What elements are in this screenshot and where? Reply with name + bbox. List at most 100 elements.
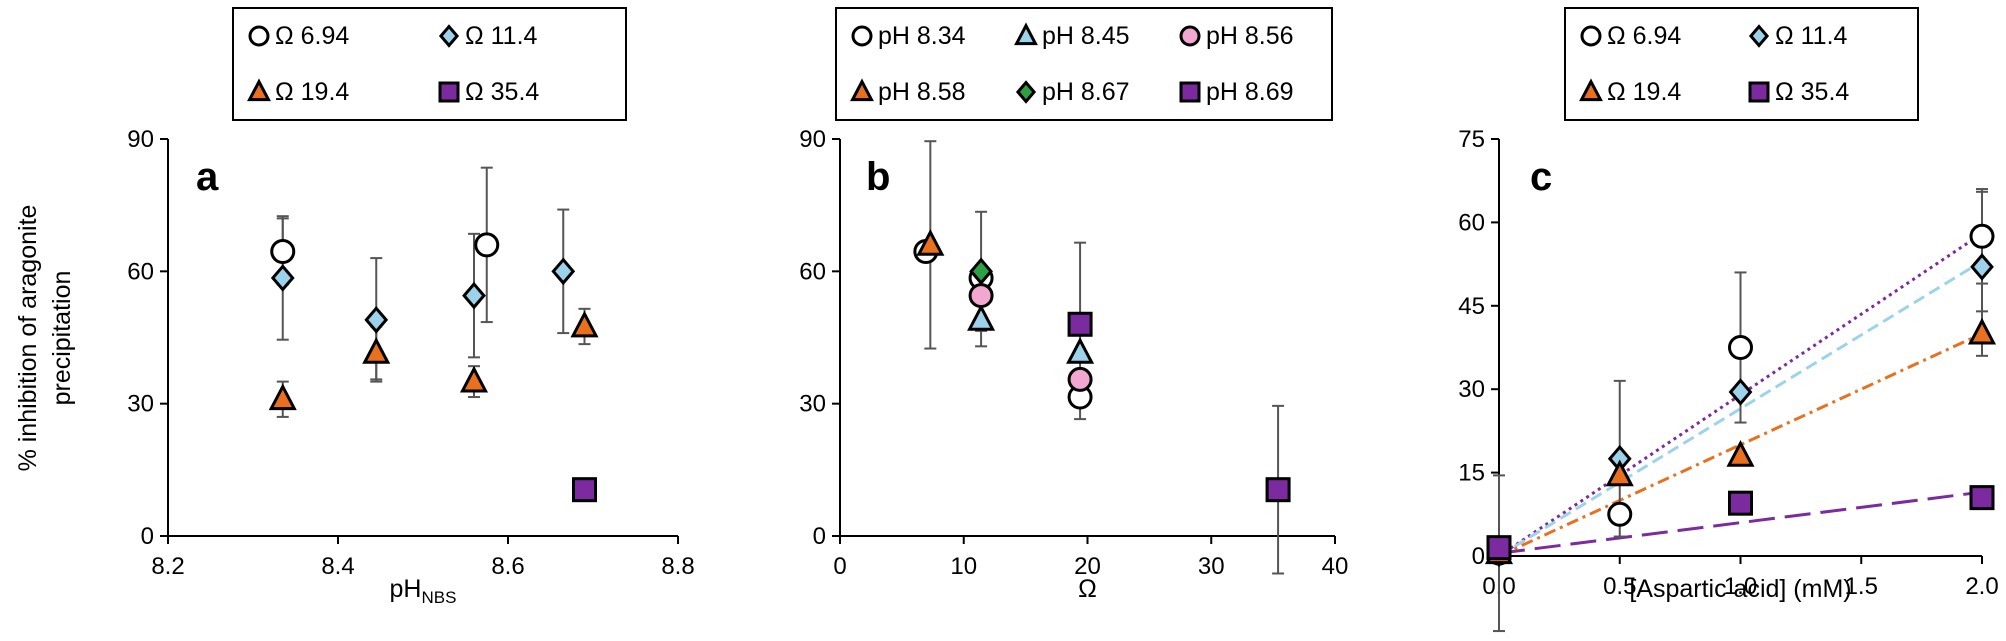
legend-box — [1564, 7, 1919, 121]
legend-marker — [438, 81, 460, 103]
y-tick-label: 90 — [127, 126, 154, 153]
x-tick-label: 40 — [1322, 553, 1349, 580]
chart-panel-a: 0 30 60 90 8.2 8.4 8.6 8.8 pHNBS % inhibition of … — [14, 7, 695, 607]
data-point — [474, 232, 500, 258]
y-axis-label-line2: precipitation — [48, 271, 76, 406]
data-point — [1967, 317, 1997, 345]
data-point — [1265, 477, 1291, 503]
legend-marker — [850, 78, 874, 102]
trend-line — [1498, 332, 1983, 558]
x-axis-label: [Aspartic acid] (mM) — [1629, 575, 1851, 603]
data-point — [1728, 490, 1753, 516]
data-point — [1970, 253, 1994, 281]
panel-letter: b — [866, 155, 890, 199]
y-axis-label-line1: % inhibition of aragonite — [14, 205, 42, 472]
x-tick-label: 8.4 — [321, 553, 354, 580]
legend: pH 8.34 pH 8.45 pH 8.56 pH 8.58 pH 8.67 pH 8.… — [835, 7, 1333, 121]
x-axis-label-main: pH — [390, 575, 422, 603]
data-point — [270, 238, 296, 264]
data-point — [551, 257, 576, 286]
y-tick-label: 30 — [127, 391, 154, 418]
x-tick-label: 20 — [1074, 553, 1101, 580]
legend-marker — [851, 25, 873, 47]
y-tick-label: 75 — [1458, 126, 1485, 153]
data-point — [462, 281, 486, 310]
y-tick-label: 30 — [1458, 376, 1485, 403]
data-point — [916, 228, 945, 256]
data-point — [968, 283, 994, 309]
data-point — [1605, 459, 1634, 487]
panel-letter: a — [196, 155, 219, 199]
legend-marker — [248, 25, 270, 47]
legend-label: pH 8.67 — [1042, 78, 1130, 106]
trend-line — [1498, 260, 1983, 558]
legend-entry: Ω 6.94 — [1580, 22, 1681, 50]
legend-marker — [1748, 81, 1770, 103]
y-tick-label: 90 — [799, 126, 826, 153]
legend-marker — [247, 78, 271, 102]
legend-entry: Ω 11.4 — [1748, 22, 1848, 50]
legend-marker — [1179, 81, 1201, 103]
data-point — [1607, 501, 1633, 527]
legend-box — [835, 7, 1333, 121]
legend-entry: pH 8.69 — [1179, 78, 1294, 106]
y-tick-label: 60 — [799, 258, 826, 285]
legend-entry: Ω 19.4 — [247, 78, 349, 106]
x-tick-label: 1.5 — [1845, 573, 1878, 600]
legend-label: Ω 35.4 — [1775, 78, 1849, 106]
legend-label: Ω 6.94 — [275, 22, 349, 50]
x-tick-label: 30 — [1198, 553, 1225, 580]
legend-entry: pH 8.34 — [851, 22, 966, 50]
data-point — [969, 257, 993, 286]
legend-entry: Ω 35.4 — [438, 78, 539, 106]
data-point — [364, 306, 389, 334]
x-axis-label: pHNBS — [390, 575, 457, 607]
x-tick-label: 8.2 — [151, 553, 184, 580]
y-tick-label: 60 — [1458, 209, 1485, 236]
data-point — [1728, 378, 1753, 406]
legend-label: pH 8.45 — [1042, 22, 1130, 50]
x-axis-label-subscript: NBS — [422, 588, 457, 607]
data-point — [362, 337, 391, 364]
legend-label: pH 8.58 — [878, 78, 966, 106]
legend-label: Ω 19.4 — [1607, 78, 1681, 106]
data-point — [1067, 311, 1093, 337]
x-tick-label: 1.0 — [1724, 573, 1757, 600]
legend-label: Ω 11.4 — [1775, 22, 1848, 50]
panel-letter: c — [1530, 155, 1552, 199]
y-tick-label: 45 — [1458, 293, 1485, 320]
data-point — [1969, 223, 1995, 249]
legend-entry: Ω 35.4 — [1748, 78, 1849, 106]
legend-label: pH 8.69 — [1206, 78, 1294, 106]
legend-entry: pH 8.45 — [1014, 22, 1130, 50]
data-point — [1728, 335, 1753, 360]
x-tick-label: 0 — [833, 553, 846, 580]
legend-entry: pH 8.67 — [1015, 78, 1130, 106]
legend-marker — [1014, 22, 1038, 46]
legend-marker — [1580, 25, 1602, 47]
legend-label: Ω 11.4 — [465, 22, 538, 50]
x-tick-label: 8.6 — [491, 553, 524, 580]
data-point — [459, 365, 489, 393]
data-point — [270, 264, 295, 292]
data-point — [572, 477, 597, 503]
x-tick-label: 2.0 — [1965, 573, 1998, 600]
legend-marker — [1015, 80, 1037, 104]
legend: Ω 6.94 Ω 11.4 Ω 19.4 Ω 35.4 — [232, 7, 627, 121]
y-tick-label: 0 — [1472, 543, 1485, 570]
x-axis-label-main: Ω — [1078, 575, 1097, 603]
legend-label: Ω 35.4 — [465, 78, 539, 106]
y-tick-label: 30 — [799, 391, 826, 418]
legend-entry: Ω 19.4 — [1579, 78, 1681, 106]
x-tick-label: 10 — [950, 553, 977, 580]
legend-entry: pH 8.58 — [850, 78, 966, 106]
trend-line — [1498, 232, 1983, 558]
legend-box — [232, 7, 627, 121]
x-axis-label: Ω — [1078, 575, 1097, 603]
legend-label: Ω 6.94 — [1607, 22, 1681, 50]
data-point — [570, 310, 599, 338]
legend-marker — [1579, 78, 1603, 102]
